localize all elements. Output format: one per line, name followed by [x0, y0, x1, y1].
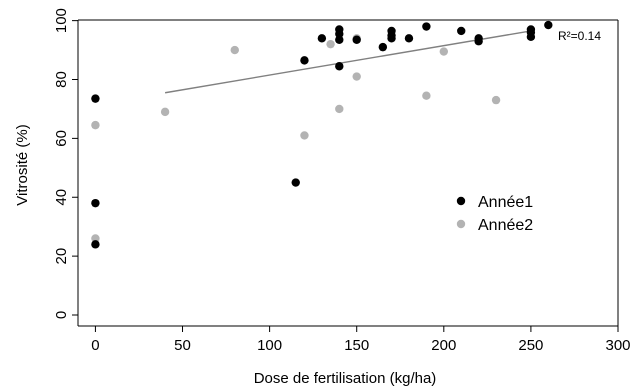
point-annee1-7	[335, 29, 344, 39]
point-annee1-16	[422, 22, 431, 31]
y-ticks: 0 20 40 60 80 100	[53, 8, 78, 319]
x-axis-label: Dose de fertilisation (kg/ha)	[254, 370, 437, 387]
trendline	[164, 30, 532, 94]
point-annee2-11	[491, 95, 501, 105]
point-annee1-2	[91, 240, 100, 249]
point-annee2-9	[422, 91, 431, 100]
point-annee1-17	[457, 26, 466, 36]
x-tick-label-5: 250	[518, 337, 543, 354]
y-tick-label-3: 60	[53, 130, 70, 147]
point-annee2-1	[91, 234, 100, 243]
x-tick-label-4: 200	[431, 337, 456, 354]
point-annee2-3	[230, 45, 239, 55]
x-tick-label-0: 0	[91, 337, 99, 354]
point-annee1-14	[387, 34, 396, 43]
annotation-r2: R²=0.14	[558, 29, 601, 43]
point-annee2-4	[300, 131, 309, 140]
point-annee1-1	[91, 198, 100, 208]
legend-label-2: Année2	[478, 217, 533, 234]
y-tick-label-1: 20	[53, 248, 70, 265]
x-tick-label-6: 300	[605, 337, 630, 354]
point-annee1-8	[335, 35, 344, 44]
data-points	[91, 20, 553, 249]
legend: Année1 Année2	[456, 194, 533, 234]
y-tick-label-5: 100	[53, 8, 70, 33]
axes	[77, 19, 619, 327]
x-tick-label-3: 150	[344, 337, 369, 354]
point-annee2-2	[160, 107, 170, 117]
point-annee2-6	[335, 104, 344, 114]
point-annee2-5	[326, 39, 335, 49]
point-annee1-5	[317, 34, 327, 43]
point-annee1-4	[300, 56, 309, 65]
y-tick-label-2: 40	[53, 189, 70, 206]
point-annee2-0	[91, 120, 100, 130]
x-tick-label-2: 100	[257, 337, 282, 354]
x-tick-label-1: 50	[174, 337, 191, 354]
point-annee1-3	[291, 178, 300, 187]
x-ticks: 0 50 100 150 200 250 300	[91, 326, 631, 354]
point-annee1-15	[404, 34, 414, 43]
point-annee1-10	[352, 35, 361, 44]
point-annee1-0	[91, 94, 100, 103]
legend-marker-1	[456, 196, 466, 206]
point-annee1-9	[335, 62, 344, 71]
point-annee1-19	[474, 37, 483, 46]
point-annee2-10	[439, 47, 449, 56]
y-tick-label-0: 0	[53, 311, 70, 319]
point-annee2-8	[352, 72, 361, 81]
y-tick-label-4: 80	[53, 71, 70, 88]
point-annee1-22	[526, 32, 536, 42]
point-annee1-11	[378, 42, 388, 52]
y-axis-label: Vitrosité (%)	[14, 124, 31, 205]
point-annee1-23	[544, 20, 553, 30]
legend-label-1: Année1	[478, 194, 533, 211]
trendline-group	[164, 30, 532, 94]
legend-marker-2	[456, 219, 466, 229]
